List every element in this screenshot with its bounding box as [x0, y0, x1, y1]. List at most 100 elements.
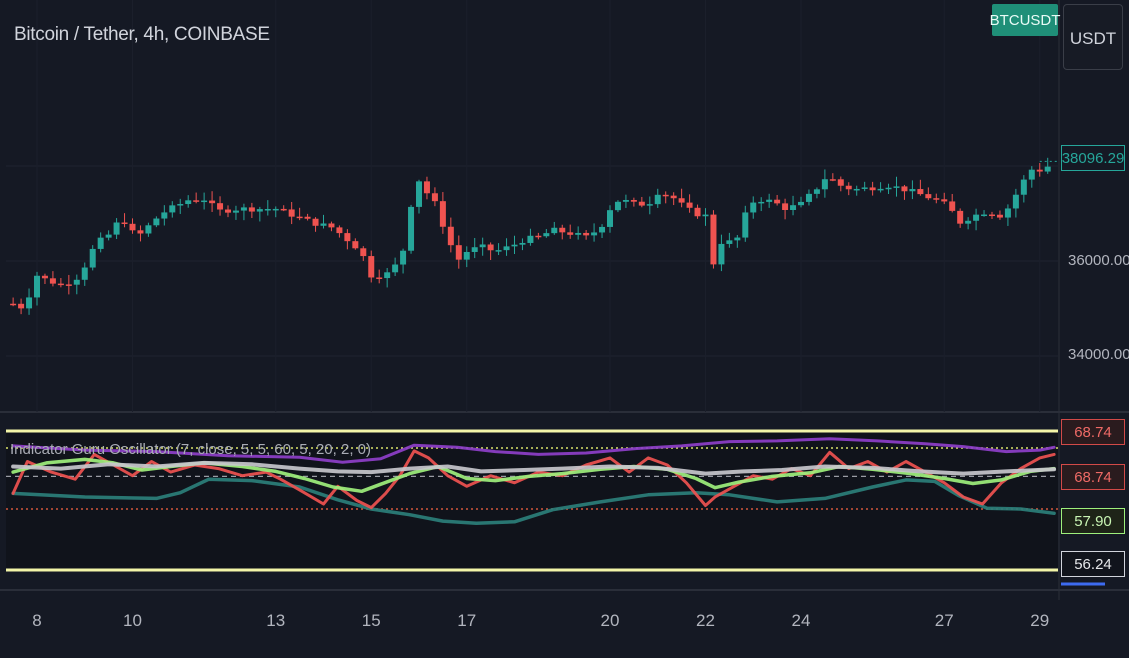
candle-body-62: [503, 246, 510, 251]
candle-body-13: [113, 222, 120, 235]
candle-body-60: [487, 244, 494, 251]
candle-body-111: [893, 186, 900, 188]
x-tick-label: 22: [696, 611, 715, 630]
candle-body-2: [26, 297, 33, 309]
candle-body-112: [901, 186, 908, 192]
candle-body-82: [662, 194, 669, 197]
x-tick-label: 24: [791, 611, 811, 630]
candle-body-100: [805, 193, 812, 202]
candle-body-74: [599, 226, 606, 233]
candle-body-29: [240, 207, 247, 211]
candle-body-118: [949, 201, 956, 211]
currency-button[interactable]: USDT: [1063, 4, 1123, 70]
candle-body-34: [280, 208, 287, 211]
candle-body-54: [439, 201, 446, 227]
candle-body-117: [941, 199, 948, 202]
candle-body-89: [718, 243, 725, 265]
candle-body-37: [304, 216, 311, 219]
candle-body-39: [320, 223, 327, 226]
candle-body-14: [121, 222, 128, 225]
candle-body-84: [678, 198, 685, 203]
candle-body-68: [551, 227, 558, 234]
candle-body-80: [646, 204, 653, 206]
candle-body-87: [702, 214, 709, 217]
candle-body-102: [821, 179, 828, 190]
candle-body-15: [129, 223, 136, 231]
candle-body-128: [1028, 169, 1035, 180]
candle-body-21: [177, 204, 184, 206]
candle-body-65: [527, 235, 534, 243]
candle-body-73: [591, 232, 598, 236]
candle-body-96: [774, 199, 781, 204]
candle-body-101: [813, 189, 820, 194]
candle-body-51: [416, 181, 422, 207]
candle-body-81: [654, 194, 661, 205]
candle-body-19: [161, 212, 168, 219]
price-tick-36000: 36000.00: [1068, 252, 1129, 269]
candle-body-11: [97, 237, 104, 249]
candle-body-33: [272, 208, 279, 211]
x-tick-label: 10: [123, 611, 142, 630]
candle-body-12: [105, 234, 112, 238]
candle-body-106: [853, 188, 860, 191]
candle-body-27: [225, 209, 231, 213]
candle-body-32: [264, 208, 271, 211]
candle-body-40: [328, 223, 335, 228]
candle-body-130: [1044, 166, 1051, 172]
candle-body-104: [837, 179, 844, 186]
candle-body-122: [981, 214, 988, 217]
indicator-value-upper: 68.74: [1061, 419, 1125, 445]
candle-body-52: [423, 181, 430, 194]
candle-body-59: [479, 244, 486, 248]
x-tick-label: 15: [361, 611, 381, 630]
candle-body-42: [344, 233, 351, 242]
candle-body-44: [360, 248, 367, 257]
candle-body-23: [193, 200, 200, 202]
indicator-title: Indicator Guru Oscillator (7, close, 5, …: [10, 441, 372, 458]
candle-body-47: [384, 272, 391, 279]
x-tick-label: 29: [1030, 611, 1050, 630]
candle-body-36: [296, 216, 303, 219]
candle-body-98: [790, 205, 797, 211]
symbol-badge: BTCUSDT: [990, 4, 1060, 36]
candle-body-121: [973, 214, 980, 221]
candle-body-22: [185, 200, 192, 205]
candle-body-26: [217, 203, 224, 210]
candle-body-119: [957, 210, 964, 224]
candle-body-67: [543, 233, 550, 237]
candle-body-3: [34, 275, 40, 298]
x-tick-label: 20: [600, 611, 620, 630]
candle-body-109: [877, 188, 884, 191]
candle-body-95: [766, 199, 773, 202]
candle-body-49: [400, 250, 407, 265]
candle-body-108: [869, 187, 876, 191]
x-tick-label: 13: [266, 611, 286, 630]
candle-body-53: [431, 193, 438, 202]
candle-body-70: [567, 232, 574, 235]
candle-body-8: [73, 279, 80, 285]
candle-body-46: [376, 277, 383, 279]
candle-body-79: [638, 201, 645, 206]
candle-body-30: [248, 207, 255, 212]
candle-body-99: [798, 201, 804, 206]
candle-body-1: [18, 303, 25, 309]
candle-body-124: [996, 214, 1003, 218]
candle-body-86: [694, 207, 701, 217]
symbol-title: Bitcoin / Tether, 4h, COINBASE: [14, 24, 270, 45]
candle-body-78: [630, 199, 637, 202]
candle-body-18: [153, 218, 160, 226]
candle-body-126: [1012, 194, 1019, 209]
candle-body-58: [471, 247, 478, 252]
candle-body-110: [885, 187, 892, 190]
candle-body-56: [455, 245, 462, 260]
candle-body-7: [65, 284, 72, 286]
oscillator-series-0: [11, 437, 1056, 464]
candle-body-91: [734, 237, 741, 241]
candle-body-38: [312, 218, 319, 226]
candle-body-10: [89, 248, 96, 268]
oscillator-series-1: [11, 477, 1056, 525]
candle-body-61: [495, 250, 502, 252]
price-tick-34000: 34000.00: [1068, 346, 1129, 363]
candle-body-41: [336, 227, 343, 234]
